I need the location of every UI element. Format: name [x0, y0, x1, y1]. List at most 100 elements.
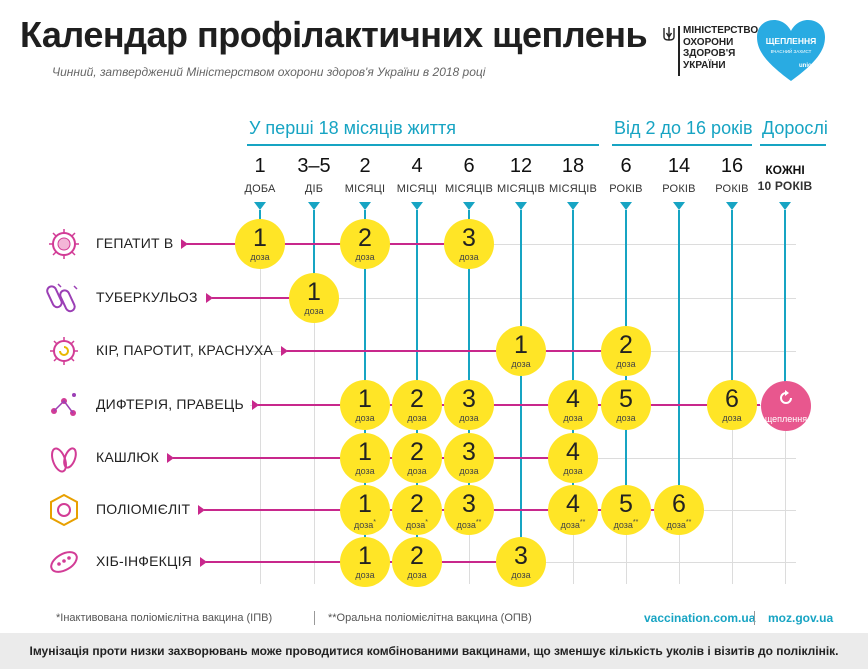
age-header-value: КОЖНІ	[765, 163, 805, 177]
heart-icon: ЩЕПЛЕННЯ ВЧАСНИЙ ЗАХИСТ unicef	[757, 20, 825, 81]
link-vaccination-site[interactable]: vaccination.com.ua	[644, 611, 756, 625]
timeline-arrow	[167, 453, 174, 463]
age-header-unit: РОКІВ	[715, 183, 749, 195]
dose-number: 6	[672, 490, 686, 518]
dose-label: доза	[601, 413, 651, 423]
dose-label-text: доза	[459, 413, 479, 423]
grid-row-line	[250, 298, 796, 299]
dose-marker: 1 доза	[340, 380, 390, 430]
disease-name: КАШЛЮК	[96, 449, 160, 465]
revaccination-badge: щеплення	[761, 381, 811, 431]
unicef-wordmark: unicef	[799, 63, 818, 69]
timeline-arrow	[206, 293, 213, 303]
section-adult-underline	[760, 144, 826, 146]
dose-label: доза	[235, 252, 285, 262]
age-header-value: 6	[620, 155, 632, 177]
section-child-underline	[612, 144, 752, 146]
age-header-unit: МІСЯЦІВ	[444, 183, 494, 195]
age-header-unit: РОКІВ	[609, 183, 643, 195]
dose-marker: 1 доза*	[340, 485, 390, 535]
dose-label-text: доза	[459, 466, 479, 476]
section-adult-label: Дорослі	[762, 118, 828, 138]
dose-label-text: доза	[560, 520, 580, 530]
hepatitis-virus-icon	[46, 226, 82, 262]
grid-column-line	[260, 212, 261, 584]
disease-timeline-line	[258, 404, 760, 406]
timeline-arrow	[281, 346, 288, 356]
dose-label: доза*	[340, 518, 390, 530]
age-marker-triangle	[567, 202, 579, 210]
links-separator	[754, 611, 755, 625]
dose-label: доза	[707, 413, 757, 423]
dose-label: доза	[548, 413, 598, 423]
dose-number: 1	[514, 331, 528, 359]
ministry-logo: МІНІСТЕРСТВО ОХОРОНИ ЗДОРОВ'Я УКРАЇНИ	[662, 22, 758, 80]
dose-marker: 4 доза**	[548, 485, 598, 535]
footnote-ipv: *Інактивована поліомієлітна вакцина (ІПВ…	[56, 612, 273, 624]
bacillus-icon	[46, 280, 82, 316]
dose-number: 3	[462, 438, 476, 466]
section-infant-underline	[247, 144, 599, 146]
age-connector-line	[784, 210, 786, 405]
logo-subtitle: ВЧАСНИЙ ЗАХИСТ	[771, 47, 812, 54]
dose-label-text: доза	[563, 466, 583, 476]
disease-name: ДИФТЕРІЯ, ПРАВЕЦЬ	[96, 396, 244, 412]
footer-bar	[0, 633, 868, 669]
dose-label-text: доза	[405, 520, 426, 530]
age-marker-triangle	[411, 202, 423, 210]
age-marker-triangle	[779, 202, 791, 210]
dose-number: 3	[462, 224, 476, 252]
age-marker-triangle	[359, 202, 371, 210]
page-title: Календар профілактичних щеплень	[20, 14, 648, 55]
disease-name: ГЕПАТИТ В	[96, 235, 174, 251]
dose-label: доза	[340, 252, 390, 262]
age-header-value: 2	[359, 155, 371, 177]
dose-marker: 1 доза	[340, 433, 390, 483]
dose-label-text: доза	[511, 570, 531, 580]
dose-label-text: доза	[456, 520, 476, 530]
dose-marker: 3 доза**	[444, 485, 494, 535]
disease-timeline-line	[212, 297, 314, 299]
age-header-unit: 10 РОКІВ	[757, 179, 813, 193]
dose-marker: 4 доза	[548, 433, 598, 483]
link-moz-site[interactable]: moz.gov.ua	[768, 611, 834, 625]
dose-marker: 4 доза	[548, 380, 598, 430]
dose-label: доза	[392, 466, 442, 476]
dose-label: доза**	[548, 518, 598, 530]
dose-marker: 3 доза	[444, 433, 494, 483]
dose-label-text: доза	[304, 306, 324, 316]
disease-timeline-line	[287, 350, 626, 352]
dose-label: доза	[392, 570, 442, 580]
dose-label-text: доза	[616, 413, 636, 423]
age-connector-line	[731, 210, 733, 405]
age-header-unit: ДІБ	[304, 183, 324, 195]
age-header-value: 3–5	[297, 155, 331, 177]
timeline-arrow	[200, 557, 207, 567]
age-connector-line	[313, 210, 315, 298]
dose-marker: 2 доза	[392, 537, 442, 587]
dose-marker: 6 доза**	[654, 485, 704, 535]
dose-label: доза	[601, 359, 651, 369]
age-header-unit: РОКІВ	[662, 183, 696, 195]
dose-label: доза	[340, 413, 390, 423]
dose-number: 4	[566, 438, 580, 466]
dose-label-text: доза	[407, 570, 427, 580]
dose-number: 5	[619, 490, 633, 518]
trident-icon	[663, 27, 675, 41]
dose-label: доза	[496, 570, 546, 580]
age-connector-line	[468, 210, 470, 510]
logo-title: ЩЕПЛЕННЯ	[766, 36, 816, 46]
dose-label-text: доза	[613, 520, 633, 530]
dose-label-text: доза	[353, 520, 374, 530]
dose-marker: 1 доза	[289, 273, 339, 323]
dose-label: доза	[340, 466, 390, 476]
age-header-value: 12	[509, 155, 533, 177]
dose-marker: 2 доза	[601, 326, 651, 376]
age-header-value: 4	[411, 155, 423, 177]
age-marker-triangle	[463, 202, 475, 210]
age-header-unit: МІСЯЦІВ	[496, 183, 546, 195]
dose-label-text: доза	[722, 413, 742, 423]
dose-number: 2	[619, 331, 633, 359]
dose-marker: 2 доза	[340, 219, 390, 269]
dose-marker: 1 доза	[235, 219, 285, 269]
